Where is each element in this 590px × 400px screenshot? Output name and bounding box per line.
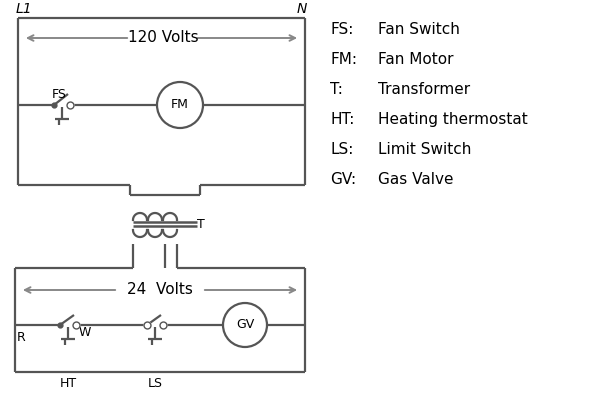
Text: T:: T: xyxy=(330,82,343,97)
Text: FM: FM xyxy=(171,98,189,112)
Text: Fan Switch: Fan Switch xyxy=(378,22,460,37)
Text: 24  Volts: 24 Volts xyxy=(127,282,193,298)
Text: 120 Volts: 120 Volts xyxy=(127,30,198,46)
Text: Fan Motor: Fan Motor xyxy=(378,52,454,67)
Text: HT: HT xyxy=(60,377,77,390)
Text: FM:: FM: xyxy=(330,52,357,67)
Text: Gas Valve: Gas Valve xyxy=(378,172,454,187)
Text: FS: FS xyxy=(52,88,67,101)
Text: R: R xyxy=(17,331,26,344)
Text: FS:: FS: xyxy=(330,22,353,37)
Text: GV: GV xyxy=(236,318,254,332)
Text: L1: L1 xyxy=(16,2,32,16)
Text: GV:: GV: xyxy=(330,172,356,187)
Text: N: N xyxy=(297,2,307,16)
Text: Heating thermostat: Heating thermostat xyxy=(378,112,527,127)
Text: HT:: HT: xyxy=(330,112,355,127)
Text: Limit Switch: Limit Switch xyxy=(378,142,471,157)
Text: T: T xyxy=(197,218,205,230)
Text: LS: LS xyxy=(148,377,162,390)
Text: W: W xyxy=(79,326,91,339)
Text: LS:: LS: xyxy=(330,142,353,157)
Text: Transformer: Transformer xyxy=(378,82,470,97)
